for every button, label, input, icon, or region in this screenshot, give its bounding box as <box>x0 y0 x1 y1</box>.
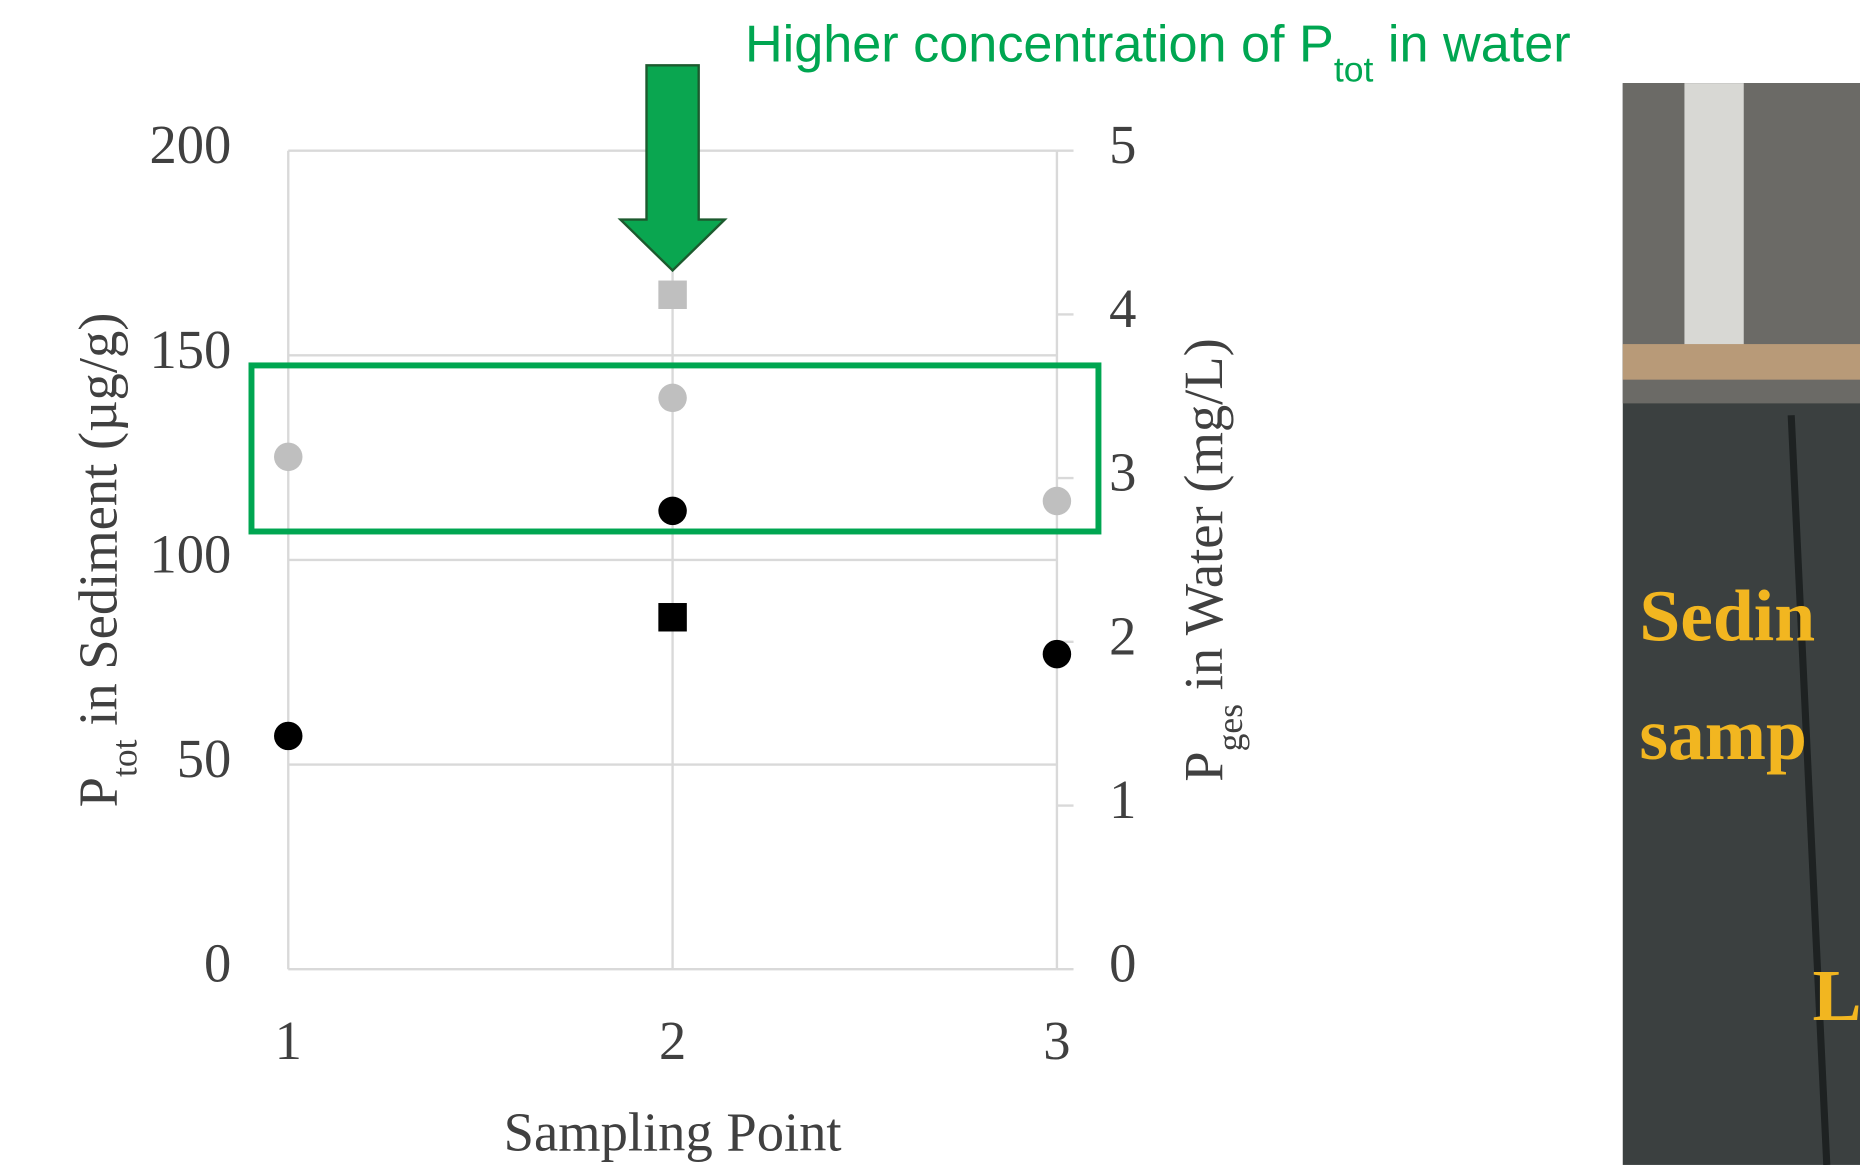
marker <box>658 496 687 526</box>
y2-tick-label: 4 <box>1109 278 1136 339</box>
y2-axis-title: Pges in Water (mg/L) <box>1173 338 1250 781</box>
subscript: ges <box>1210 704 1250 751</box>
photo-edge <box>1787 415 1831 1165</box>
text-part: P <box>67 777 128 807</box>
y2-tick-label: 1 <box>1109 769 1136 830</box>
photo-label: L <box>1813 954 1860 1036</box>
marker <box>274 442 303 472</box>
photo-shelf <box>1622 344 1860 380</box>
arrow <box>617 64 728 273</box>
y2-tick-label: 0 <box>1109 933 1136 994</box>
x-axis-title: Sampling Point <box>504 1102 842 1163</box>
marker <box>1042 639 1072 669</box>
marker <box>274 721 303 751</box>
y-tick-label: 50 <box>177 728 232 789</box>
photo: Sedin samp L <box>1622 83 1860 1165</box>
y-tick-label: 200 <box>149 114 231 175</box>
text-part: in Sediment (µg/g) <box>67 313 128 740</box>
subscript: tot <box>1334 50 1374 90</box>
marker <box>658 383 687 413</box>
photo-label: samp <box>1639 693 1807 775</box>
text-part: in Water (mg/L) <box>1173 338 1234 704</box>
marker <box>658 280 687 310</box>
highlight-box <box>248 362 1102 535</box>
x-tick-label: 3 <box>1043 1010 1070 1071</box>
subscript: tot <box>104 739 144 777</box>
x-tick-label: 1 <box>275 1010 302 1071</box>
y2-tick-label: 5 <box>1109 114 1136 175</box>
y-tick-label: 0 <box>204 933 231 994</box>
text-part: Higher concentration of P <box>745 16 1334 74</box>
y-tick-label: 150 <box>149 319 231 380</box>
x-tick-label: 2 <box>659 1010 686 1071</box>
y2-tick-label: 2 <box>1109 605 1136 666</box>
marker <box>658 603 687 632</box>
y-axis-title: Ptot in Sediment (µg/g) <box>67 313 144 808</box>
annotation: Higher concentration of Ptot in water <box>745 16 1571 90</box>
text-part: P <box>1173 751 1234 781</box>
photo-label: Sedin <box>1639 575 1815 657</box>
photo-frame <box>1684 83 1744 356</box>
y2-tick-label: 3 <box>1109 442 1136 503</box>
y-tick-label: 100 <box>149 523 231 584</box>
marker <box>1042 486 1072 516</box>
text-part: in water <box>1373 16 1570 74</box>
